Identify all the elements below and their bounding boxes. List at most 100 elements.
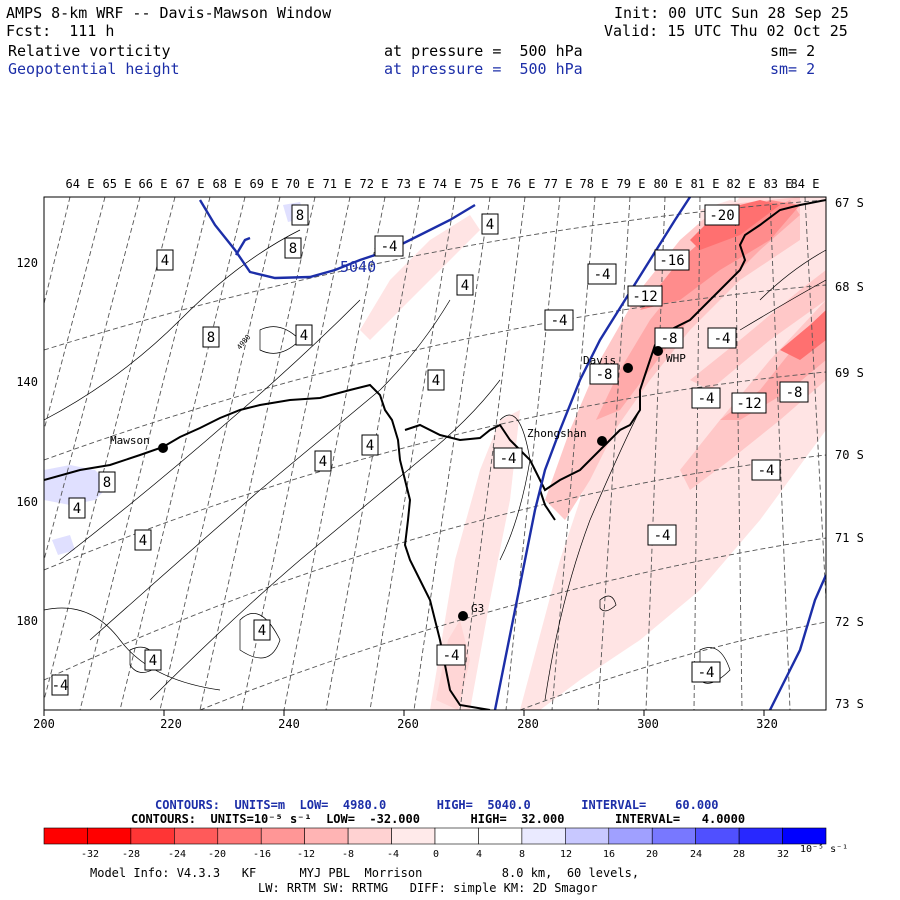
field2-level: at pressure = 500 hPa — [384, 60, 583, 78]
vort-label: -4 — [374, 235, 404, 257]
svg-text:-12: -12 — [736, 396, 761, 412]
forecast-hour: Fcst: 111 h — [6, 22, 115, 40]
svg-text:68 S: 68 S — [835, 280, 864, 294]
svg-text:73 S: 73 S — [835, 697, 864, 711]
station-davis[interactable]: Davis — [583, 354, 633, 373]
colorbar-swatch — [478, 827, 523, 845]
vort-label: -4 — [493, 447, 523, 469]
vort-label: 8 — [98, 471, 116, 493]
field1-sm: sm= 2 — [770, 42, 816, 60]
vort-label: 4 — [427, 369, 445, 391]
x-label: 300 — [637, 717, 659, 731]
vort-label: 8 — [291, 204, 309, 226]
svg-text:-4: -4 — [758, 463, 775, 479]
svg-text:84 E: 84 E — [791, 177, 820, 191]
vort-label: 8 — [202, 326, 220, 348]
svg-text:Mawson: Mawson — [110, 434, 150, 447]
svg-text:-8: -8 — [661, 331, 678, 347]
svg-text:-32: -32 — [81, 849, 99, 860]
vort-label: 4 — [456, 274, 474, 296]
station-whp[interactable]: WHP — [653, 346, 686, 365]
x-label: 260 — [397, 717, 419, 731]
station-mawson[interactable]: Mawson — [110, 434, 168, 453]
svg-text:4: 4 — [461, 278, 469, 294]
svg-text:4: 4 — [486, 217, 494, 233]
svg-text:70 E: 70 E — [286, 177, 315, 191]
svg-text:12: 12 — [560, 849, 572, 860]
svg-text:66 E: 66 E — [139, 177, 168, 191]
svg-text:4: 4 — [366, 438, 374, 454]
svg-text:-4: -4 — [594, 267, 611, 283]
svg-text:32: 32 — [777, 849, 789, 860]
svg-text:4: 4 — [300, 328, 308, 344]
vort-label: 4 — [361, 434, 379, 456]
colorbar-swatch — [130, 827, 175, 845]
svg-text:-4: -4 — [52, 678, 69, 694]
svg-text:73 E: 73 E — [397, 177, 426, 191]
svg-text:-28: -28 — [122, 849, 140, 860]
vorticity-labels: -20 -16 -12 -8 -4 -4 -4 -4 -4 -12 -8 -8 … — [51, 204, 809, 696]
svg-text:-4: -4 — [443, 648, 460, 664]
vorticity-labels-extra: 4 — [144, 649, 162, 671]
svg-text:82 E: 82 E — [727, 177, 756, 191]
svg-text:-8: -8 — [786, 385, 803, 401]
colorbar-swatch — [651, 827, 696, 845]
vort-label: -4 — [544, 309, 574, 331]
svg-text:79 E: 79 E — [617, 177, 646, 191]
x-label: 200 — [33, 717, 55, 731]
vort-label: 8 — [284, 237, 302, 259]
height-contours — [198, 197, 826, 710]
svg-text:70 S: 70 S — [835, 448, 864, 462]
svg-text:-20: -20 — [208, 849, 226, 860]
svg-text:64 E: 64 E — [66, 177, 95, 191]
svg-text:8: 8 — [519, 849, 525, 860]
y-grid-labels: 120 140 160 180 — [16, 256, 38, 628]
svg-text:77 E: 77 E — [544, 177, 573, 191]
svg-text:4: 4 — [149, 653, 157, 669]
chart-title: AMPS 8-km WRF -- Davis-Mawson Window — [6, 4, 332, 22]
svg-text:67 E: 67 E — [176, 177, 205, 191]
vort-label: -12 — [731, 392, 767, 414]
colorbar — [43, 827, 827, 845]
longitude-labels: 64 E 65 E 66 E 67 E 68 E 69 E 70 E 71 E … — [66, 177, 820, 191]
colorbar-swatch — [347, 827, 392, 845]
svg-text:72 E: 72 E — [360, 177, 389, 191]
colorbar-swatch — [87, 827, 132, 845]
svg-text:-16: -16 — [659, 253, 684, 269]
svg-text:69 E: 69 E — [250, 177, 279, 191]
svg-text:-8: -8 — [596, 367, 613, 383]
svg-text:0: 0 — [433, 849, 439, 860]
field1-level: at pressure = 500 hPa — [384, 42, 583, 60]
station-zhongshan[interactable]: Zhongshan — [527, 427, 607, 446]
colorbar-swatch — [521, 827, 566, 845]
svg-text:-4: -4 — [387, 849, 399, 860]
station-g3[interactable]: G3 — [458, 602, 484, 621]
field1-name: Relative vorticity — [8, 42, 171, 60]
colorbar-swatch — [782, 827, 827, 845]
svg-text:28: 28 — [733, 849, 745, 860]
x-ticks — [43, 710, 765, 716]
y-label: 160 — [16, 495, 38, 509]
vorticity-contours — [44, 229, 826, 701]
model-info-line2: LW: RRTM SW: RRTMG DIFF: simple KM: 2D S… — [258, 881, 598, 895]
colorbar-swatch — [695, 827, 740, 845]
colorbar-swatch — [304, 827, 349, 845]
svg-text:4: 4 — [432, 373, 440, 389]
vort-label: -4 — [751, 459, 781, 481]
vort-label: -8 — [779, 381, 809, 403]
svg-text:65 E: 65 E — [103, 177, 132, 191]
vort-label: -20 — [704, 204, 740, 226]
svg-text:69 S: 69 S — [835, 366, 864, 380]
x-label: 220 — [160, 717, 182, 731]
y-label: 140 — [16, 375, 38, 389]
svg-text:76 E: 76 E — [507, 177, 536, 191]
svg-text:8: 8 — [289, 241, 297, 257]
svg-text:71 E: 71 E — [323, 177, 352, 191]
field2-sm: sm= 2 — [770, 60, 816, 78]
colorbar-swatch — [217, 827, 262, 845]
svg-text:78 E: 78 E — [580, 177, 609, 191]
svg-text:WHP: WHP — [666, 352, 686, 365]
colorbar-swatch — [608, 827, 653, 845]
svg-text:71 S: 71 S — [835, 531, 864, 545]
vort-label: -8 — [589, 363, 619, 385]
